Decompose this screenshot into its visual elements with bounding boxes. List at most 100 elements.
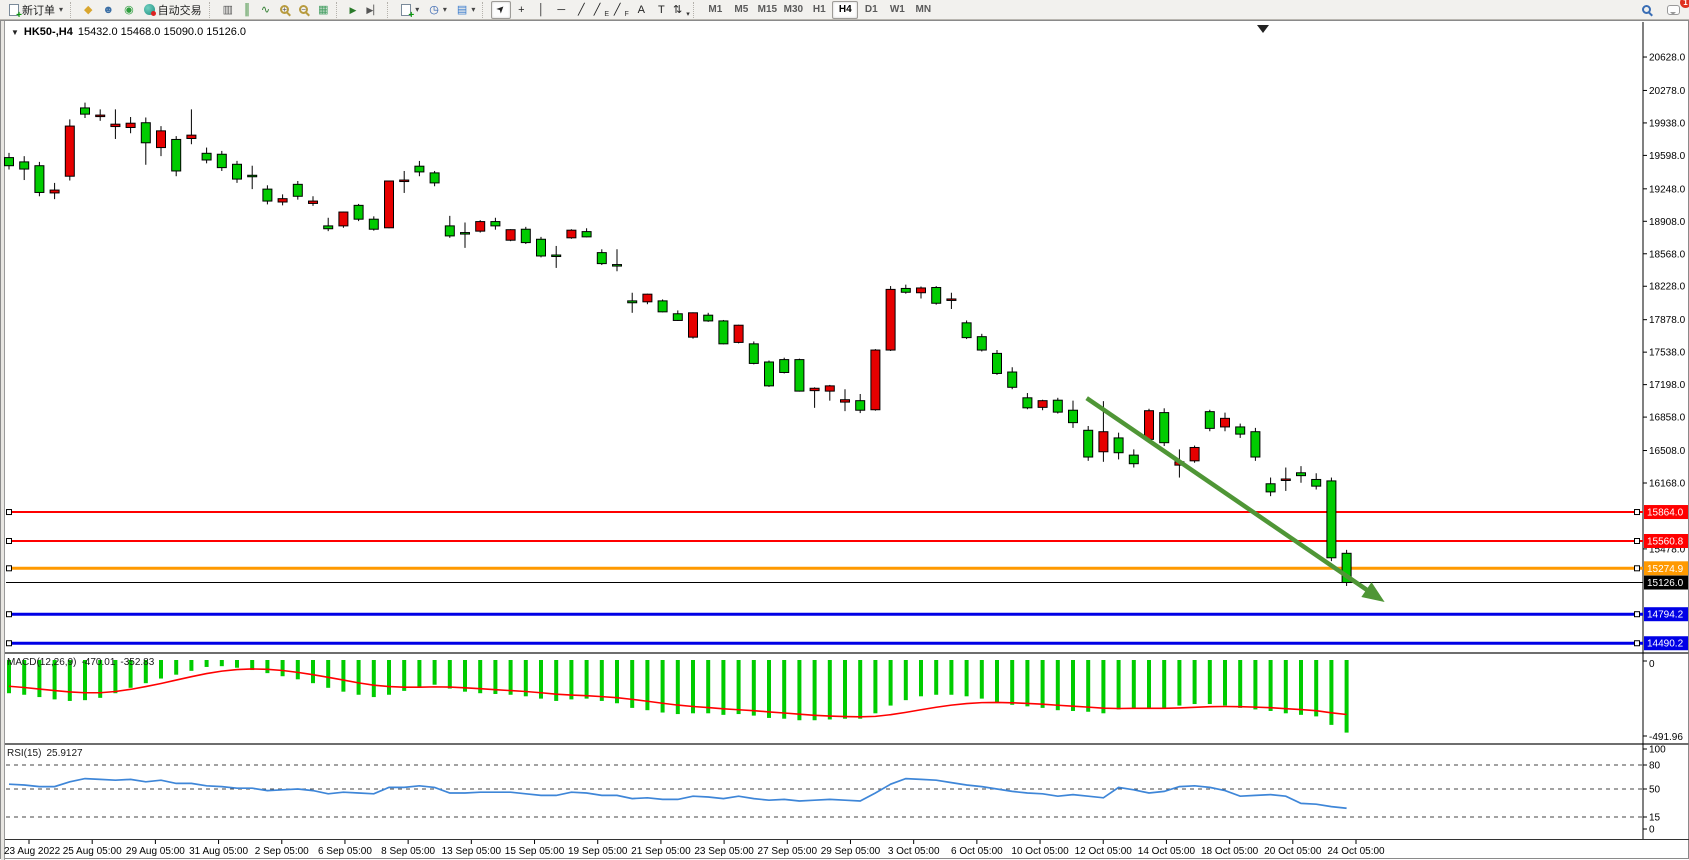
timeframe-MN[interactable]: MN xyxy=(915,4,932,15)
macd-histogram-bar xyxy=(615,660,619,704)
candle xyxy=(1326,480,1337,559)
bar-chart-button[interactable] xyxy=(218,1,238,19)
tool-text[interactable]: A xyxy=(631,1,651,19)
candle xyxy=(429,172,440,184)
candle xyxy=(308,200,318,204)
macd-histogram-bar xyxy=(265,660,270,674)
line-handle[interactable] xyxy=(6,611,12,618)
window-left-edge xyxy=(1,21,5,860)
community-button[interactable] xyxy=(97,1,119,19)
chart-canvas[interactable]: 20628.0 20278.0 19938.0 19598.0 19248.0 18908… xyxy=(1,21,1689,860)
candle xyxy=(34,165,45,193)
candle xyxy=(19,161,30,170)
new-chart-button[interactable] xyxy=(396,1,424,21)
date-label: 25 Aug 05:00 xyxy=(63,846,122,857)
periods-button[interactable] xyxy=(424,1,452,19)
y-axis-tick-label: 15478.0 xyxy=(1649,544,1686,555)
macd-histogram-bar xyxy=(128,660,133,688)
macd-histogram-bar xyxy=(235,660,239,668)
tool-arrows-list[interactable]: ⇅ ▾ xyxy=(671,1,691,19)
tool-text-label[interactable]: T xyxy=(651,1,671,19)
tool-sub-label: F xyxy=(624,10,629,18)
line-handle[interactable] xyxy=(6,565,12,572)
tool-crosshair[interactable]: + xyxy=(511,1,531,19)
line-handle[interactable] xyxy=(1634,537,1640,544)
vertical-line-icon: │ xyxy=(537,3,545,16)
trend-arrow-head[interactable] xyxy=(1361,582,1385,603)
signals-button[interactable] xyxy=(119,1,139,19)
timeframe-M1[interactable]: M1 xyxy=(708,4,723,15)
new-order-button[interactable]: 新订单 xyxy=(4,1,68,21)
trend-arrow[interactable] xyxy=(1085,396,1378,599)
macd-histogram-bar xyxy=(797,660,802,721)
candle xyxy=(338,211,349,227)
chart-ohlc-values: 15432.0 15468.0 15090.0 15126.0 xyxy=(77,26,247,38)
chart-window[interactable]: HK50-,H4 15432.0 15468.0 15090.0 15126.0… xyxy=(0,20,1689,860)
macd-histogram-bar xyxy=(919,660,923,697)
candle xyxy=(536,238,546,257)
timeframe-H4[interactable]: H4 xyxy=(832,0,859,19)
search-button[interactable] xyxy=(1637,1,1656,19)
pane-splitter-main-macd[interactable] xyxy=(5,652,1689,654)
candle xyxy=(505,229,516,241)
candle xyxy=(232,163,242,180)
auto-scroll-button[interactable] xyxy=(345,1,362,19)
date-label: 19 Sep 05:00 xyxy=(568,846,628,857)
line-handle[interactable] xyxy=(1634,611,1640,618)
line-handle[interactable] xyxy=(1634,565,1640,572)
line-handle[interactable] xyxy=(1634,509,1640,516)
crosshair-icon: + xyxy=(518,3,525,16)
y-axis-tick-label: 17198.0 xyxy=(1649,380,1686,391)
timeframe-H1[interactable]: H1 xyxy=(812,4,826,15)
timeframe-M5[interactable]: M5 xyxy=(734,4,749,15)
pane-splitter-macd-rsi[interactable] xyxy=(5,743,1689,745)
tool-fibonacci[interactable]: ╱ F xyxy=(611,1,631,19)
macd-axis-label: 0 xyxy=(1649,659,1655,670)
line-handle[interactable] xyxy=(1634,640,1640,647)
zoom-in-button[interactable]: + xyxy=(275,1,294,19)
tool-horizontal-line[interactable]: ─ xyxy=(551,1,571,19)
tile-windows-button[interactable] xyxy=(313,1,333,19)
auto-trading-button[interactable]: 自动交易 xyxy=(139,1,207,19)
timeframe-D1[interactable]: D1 xyxy=(864,4,878,15)
macd-histogram-bar xyxy=(98,660,103,698)
rsi-axis-label: 80 xyxy=(1649,761,1661,772)
macd-histogram-bar xyxy=(1344,660,1349,733)
candle xyxy=(946,298,957,301)
price-chip-14794.2 xyxy=(1644,607,1688,622)
macd-histogram-bar xyxy=(934,660,939,695)
line-chart-button[interactable] xyxy=(256,1,275,19)
macd-histogram-bar xyxy=(645,660,650,711)
rsi-axis-label: 15 xyxy=(1649,813,1661,824)
shift-marker[interactable] xyxy=(1257,25,1269,33)
line-handle[interactable] xyxy=(6,640,12,647)
date-label: 23 Sep 05:00 xyxy=(694,846,754,857)
price-chip-15864.0 xyxy=(1644,505,1688,520)
chart-shift-button[interactable] xyxy=(361,1,385,19)
line-handle[interactable] xyxy=(6,537,12,544)
candle xyxy=(809,387,820,392)
zoom-out-button[interactable]: − xyxy=(294,1,313,19)
macd-histogram-bar xyxy=(113,660,118,694)
date-label: 20 Oct 05:00 xyxy=(1264,846,1322,857)
candlestick-chart-button[interactable] xyxy=(238,1,256,19)
candle xyxy=(1341,552,1352,584)
chart-dropdown-icon[interactable] xyxy=(11,26,19,38)
notifications-button[interactable]: 1 xyxy=(1662,0,1689,19)
tool-cursor[interactable]: ➤ xyxy=(491,0,512,19)
timeframe-M15[interactable]: M15 xyxy=(757,4,778,15)
timeframe-M30[interactable]: M30 xyxy=(783,4,804,15)
tool-equidistant-channel[interactable]: ╱ E xyxy=(591,1,611,19)
line-handle[interactable] xyxy=(6,509,12,516)
candle xyxy=(794,359,805,392)
tool-vertical-line[interactable]: │ xyxy=(531,1,551,19)
candle xyxy=(612,264,622,267)
macd-histogram-bar xyxy=(1010,660,1015,705)
timeframe-W1[interactable]: W1 xyxy=(889,4,905,15)
mql-market-button[interactable] xyxy=(79,1,97,19)
candle xyxy=(688,312,698,338)
line-chart-icon xyxy=(261,3,270,16)
tool-trendline[interactable]: ╱ xyxy=(571,1,591,19)
templates-button[interactable] xyxy=(452,1,480,19)
candle xyxy=(1265,483,1276,493)
